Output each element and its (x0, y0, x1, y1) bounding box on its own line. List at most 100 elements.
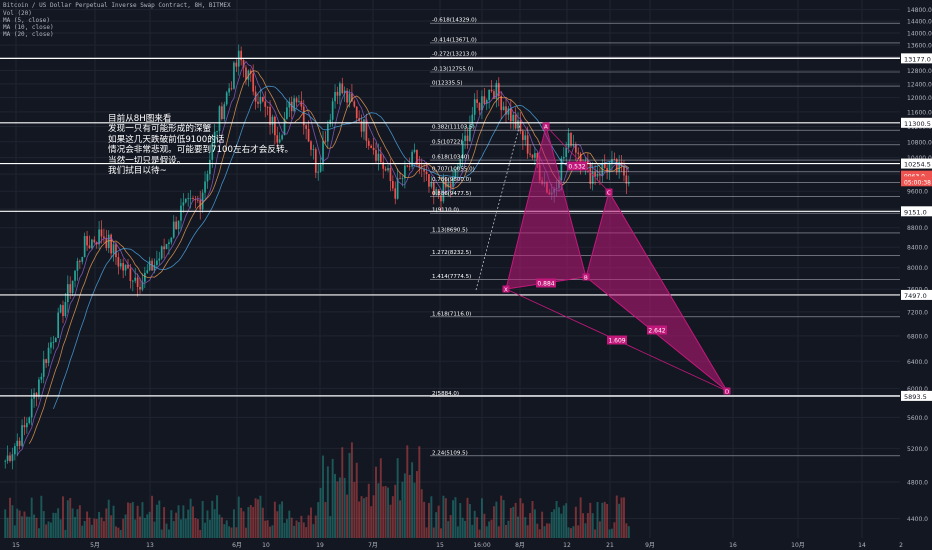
candle-body (466, 135, 469, 142)
candle-body (213, 131, 216, 144)
candle-body (346, 90, 348, 103)
candle-body (435, 189, 438, 195)
volume-bar (151, 495, 154, 538)
volume-bar (346, 494, 349, 538)
candle-body (432, 182, 435, 195)
candle-body (54, 338, 57, 343)
candle-body (478, 102, 481, 111)
candle-body (401, 178, 404, 180)
time-tick-label: 13 (146, 542, 154, 549)
volume-bar (76, 509, 79, 538)
pattern-point-label: D (725, 389, 729, 395)
volume-bar (167, 529, 170, 538)
candle-body (88, 245, 91, 249)
candle-body (343, 90, 346, 94)
volume-bar (449, 515, 452, 538)
volume-bar (584, 523, 587, 538)
volume-bar (148, 511, 151, 538)
volume-bar (353, 481, 356, 538)
candle-body (587, 160, 589, 163)
candle-body (264, 101, 267, 107)
indicator-ma10[interactable]: MA (10, close) (3, 24, 54, 31)
candle-body (295, 98, 298, 103)
candle-body (83, 236, 86, 257)
volume-bar (177, 505, 180, 538)
candle-body (365, 119, 368, 141)
candle-body (189, 198, 192, 199)
volume-bar (435, 512, 438, 538)
volume-bar (533, 509, 536, 538)
time-tick-label: 14 (858, 542, 866, 549)
time-tick-label: 8月 (515, 542, 525, 549)
volume-bar (57, 508, 60, 538)
candle-body (57, 312, 60, 339)
candle-body (372, 147, 375, 151)
volume-bar (454, 497, 457, 538)
candle-body (524, 135, 527, 140)
candle-body (59, 305, 62, 313)
harmonic-pattern[interactable]: X A B C D 0.884 0.532 2.642 1.609 (475, 122, 731, 396)
candle-body (38, 379, 40, 397)
candle-body (348, 93, 351, 103)
candle-body (305, 125, 308, 129)
volume-bar (403, 473, 406, 538)
candle-body (117, 257, 120, 267)
volume-bar (136, 505, 139, 538)
volume-bar (485, 526, 488, 538)
volume-bar (107, 499, 110, 538)
time-tick-label: 10月 (791, 542, 805, 549)
volume-bar (288, 510, 291, 538)
candle-body (148, 260, 151, 271)
volume-bar (66, 500, 69, 538)
volume-bar (440, 528, 442, 538)
candle-body (497, 83, 500, 97)
time-axis-bg (0, 538, 932, 550)
volume-bar (314, 515, 317, 538)
fib-label: 1.13(8690.5) (432, 227, 468, 233)
volume-bar (452, 500, 454, 538)
volume-bar (208, 519, 211, 538)
volume-bar (401, 481, 404, 538)
volume-bar (102, 521, 105, 538)
candle-body (100, 229, 103, 237)
volume-bar (247, 507, 250, 538)
volume-bar (312, 524, 315, 538)
volume-bar (341, 447, 344, 538)
indicator-vol[interactable]: Vol (20) (3, 10, 32, 17)
candle-body (276, 135, 279, 143)
volume-bar (591, 513, 594, 538)
price-tick-label: 8800.0 (907, 225, 928, 232)
candle-body (574, 144, 577, 153)
volume-bar (71, 508, 74, 538)
indicator-ma20[interactable]: MA (20, close) (3, 31, 54, 38)
pattern-ratio-tag (607, 335, 627, 345)
candle-body (184, 198, 187, 203)
candle-body (505, 106, 507, 115)
volume-bar (375, 466, 377, 538)
volume-bar (514, 502, 517, 538)
volume-bar (131, 502, 134, 538)
volume-bar (418, 446, 421, 538)
candle-body (507, 108, 510, 115)
price-tick-label: 7200.0 (907, 309, 928, 316)
volume-bar (570, 528, 572, 538)
candle-body (257, 101, 259, 104)
candle-body (240, 50, 243, 61)
candle-body (331, 101, 334, 120)
candle-body (519, 120, 522, 132)
pattern-point-marker (723, 387, 731, 395)
candle-body (608, 163, 611, 173)
candle-body (278, 139, 281, 143)
volume-bar (396, 458, 399, 538)
indicator-ma5[interactable]: MA (5, close) (3, 17, 50, 24)
candle-body (396, 178, 399, 199)
volume-bar (555, 500, 558, 538)
price-tick-label: 14400.0 (907, 19, 932, 26)
candle-body (233, 62, 235, 89)
candle-body (235, 62, 238, 67)
candle-body (391, 180, 394, 189)
volume-bar (182, 505, 185, 538)
candle-body (437, 189, 440, 196)
